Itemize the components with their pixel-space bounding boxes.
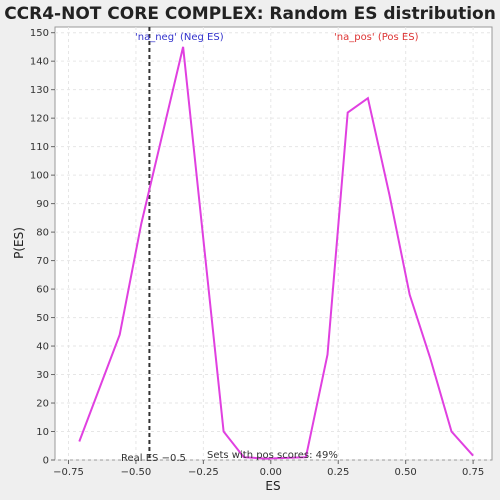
y-tick-label: 130 [30,85,49,96]
x-axis-ticks: −0.75 −0.50 −0.25 0.00 0.25 0.50 0.75 [53,460,484,478]
y-tick-label: 50 [36,313,49,324]
y-axis-label: P(ES) [12,227,26,259]
y-tick-label: 150 [30,28,49,39]
y-tick-label: 60 [36,285,49,296]
neg-es-annotation: 'na_neg' (Neg ES) [135,32,224,43]
y-tick-label: 20 [36,399,49,410]
real-es-label: Real ES −0.5 [121,453,186,464]
y-tick-label: 140 [30,57,49,68]
plot-area [54,26,493,461]
y-tick-label: 110 [30,142,49,153]
y-tick-label: 70 [36,256,49,267]
x-tick-label: 0.00 [260,467,282,478]
x-tick-label: −0.50 [121,467,152,478]
chart-title: CCR4-NOT CORE COMPLEX: Random ES distrib… [4,4,496,24]
pos-scores-annotation: Sets with pos scores: 49% [207,450,338,461]
x-axis-label: ES [265,479,280,493]
y-tick-label: 100 [30,171,49,182]
grid-lines [55,27,492,461]
x-tick-label: −0.25 [188,467,219,478]
y-tick-label: 40 [36,342,49,353]
x-tick-label: 0.25 [327,467,349,478]
y-tick-label: 80 [36,228,49,239]
y-tick-label: 120 [30,114,49,125]
x-tick-label: 0.75 [462,467,484,478]
x-tick-label: −0.75 [53,467,84,478]
y-tick-label: 30 [36,370,49,381]
y-tick-label: 10 [36,427,49,438]
es-distribution-curve [78,46,474,460]
pos-es-annotation: 'na_pos' (Pos ES) [334,32,419,43]
y-tick-label: 90 [36,199,49,210]
y-axis-ticks: 0 10 20 30 40 50 60 70 80 90 100 110 120 130 140 150 [30,28,55,467]
x-tick-label: 0.50 [395,467,417,478]
y-tick-label: 0 [43,456,49,467]
